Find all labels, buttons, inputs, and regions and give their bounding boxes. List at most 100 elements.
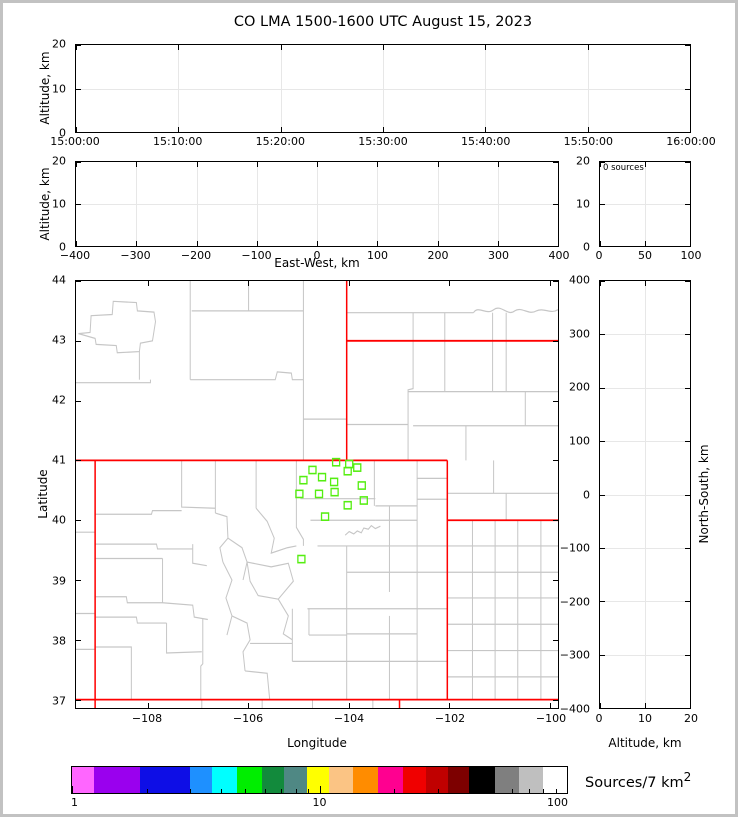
colorbar-minor-tick xyxy=(394,789,395,793)
colorbar-segment xyxy=(190,767,212,793)
tick-mark xyxy=(645,241,646,246)
tick-mark xyxy=(437,241,439,246)
tick-label: −400 xyxy=(559,702,590,716)
colorbar-segment xyxy=(262,767,284,793)
colorbar-segment xyxy=(403,767,426,793)
tick-mark xyxy=(196,241,198,246)
ew-panel-yticks: 20 10 0 xyxy=(37,155,71,254)
tick-mark xyxy=(690,281,691,286)
tick-mark xyxy=(178,127,180,132)
gridline xyxy=(317,162,318,246)
tick-label: 50 xyxy=(638,249,652,262)
tick-mark xyxy=(553,340,558,342)
colorbar xyxy=(71,766,568,794)
tick-mark xyxy=(196,162,198,167)
tick-label: 0 xyxy=(313,249,321,262)
tick-mark xyxy=(280,45,282,50)
tick-mark xyxy=(587,127,589,132)
tick-mark xyxy=(685,547,690,549)
ew-panel-xlabel: East-West, km xyxy=(274,256,360,270)
tick-label: −300 xyxy=(120,249,151,262)
tick-mark xyxy=(76,460,81,462)
colorbar-minor-tick xyxy=(308,789,310,793)
ns-xticks: 0 10 20 xyxy=(596,712,699,726)
time-panel-yticks: 20 10 0 xyxy=(37,38,71,140)
colorbar-label: Sources/7 km2 xyxy=(585,770,692,791)
colorbar-segment xyxy=(378,767,403,793)
tick-mark xyxy=(76,132,81,133)
tick-mark xyxy=(553,580,558,582)
lma-station-marker xyxy=(343,500,352,510)
tick-label: 100 xyxy=(367,249,388,262)
tick-mark xyxy=(76,281,81,282)
colorbar-minor-tick xyxy=(512,789,514,793)
tick-mark xyxy=(550,281,552,286)
gridline xyxy=(587,45,589,132)
tick-label: 10 xyxy=(576,197,590,211)
tick-label: −100 xyxy=(535,712,567,725)
colorbar-segment xyxy=(307,767,329,793)
tick-mark xyxy=(76,162,81,163)
state-boundaries xyxy=(76,281,558,708)
tick-mark xyxy=(553,400,558,402)
tick-mark xyxy=(690,241,691,246)
tick-label: 43 xyxy=(52,333,66,347)
lma-station-marker xyxy=(359,496,368,505)
tick-mark xyxy=(76,400,81,402)
tick-mark xyxy=(600,441,605,443)
tick-mark xyxy=(600,547,605,549)
tick-label: 15:30:00 xyxy=(358,135,408,148)
tick-label: 42 xyxy=(52,393,66,407)
tick-mark xyxy=(600,281,601,286)
tick-mark xyxy=(485,45,487,50)
tick-mark xyxy=(645,703,646,708)
tick-mark xyxy=(690,127,691,132)
tick-mark xyxy=(553,246,558,247)
tick-mark xyxy=(147,281,149,286)
colorbar-segment xyxy=(212,767,237,793)
colorbar-minor-tick xyxy=(468,789,470,793)
colorbar-minor-tick xyxy=(295,789,297,793)
map-panel xyxy=(75,280,559,709)
tick-mark xyxy=(690,162,691,167)
tick-label: 400 xyxy=(548,249,570,262)
tick-mark xyxy=(449,703,451,708)
colorbar-segment xyxy=(237,767,262,793)
tick-mark xyxy=(600,494,605,496)
colorbar-minor-tick xyxy=(244,789,246,793)
map-yticks: 44 43 42 41 40 39 38 37 xyxy=(37,274,71,709)
map-xticks: −108 −106 −104 −102 −100 xyxy=(75,712,566,726)
colorbar-minor-tick xyxy=(528,789,530,793)
tick-mark xyxy=(645,162,646,167)
tick-mark xyxy=(147,703,149,708)
tick-mark xyxy=(76,520,81,522)
tick-mark xyxy=(553,162,558,163)
lma-station-marker xyxy=(330,487,339,497)
colorado-map xyxy=(76,281,558,708)
tick-mark xyxy=(685,204,690,205)
lma-station-marker xyxy=(295,489,304,499)
tick-mark xyxy=(383,127,384,132)
tick-mark xyxy=(558,162,559,167)
tick-mark xyxy=(136,162,138,167)
lma-station-marker xyxy=(297,554,306,564)
tick-mark xyxy=(550,703,552,708)
colorbar-segment xyxy=(72,767,94,793)
colorbar-segment xyxy=(543,767,567,793)
tick-label: 0 xyxy=(59,240,66,254)
tick-mark xyxy=(248,281,250,286)
tick-label: 15:40:00 xyxy=(460,135,511,148)
tick-mark xyxy=(600,334,605,336)
time-panel-xticks: 15:00:00 15:10:00 15:20:00 15:30:00 15:40:00… xyxy=(50,135,715,149)
tick-label: 10 xyxy=(312,796,327,809)
tick-label: 10 xyxy=(638,712,652,725)
tick-label: 10 xyxy=(52,82,66,95)
colorbar-minor-tick xyxy=(264,789,266,793)
tick-label: 44 xyxy=(52,273,66,287)
altitude-histogram-panel: 0 sources xyxy=(599,161,691,247)
colorbar-minor-tick xyxy=(543,789,544,793)
tick-mark xyxy=(685,132,690,133)
tick-mark xyxy=(348,281,350,286)
colorbar-minor-tick xyxy=(221,789,222,793)
tick-mark xyxy=(497,241,499,246)
